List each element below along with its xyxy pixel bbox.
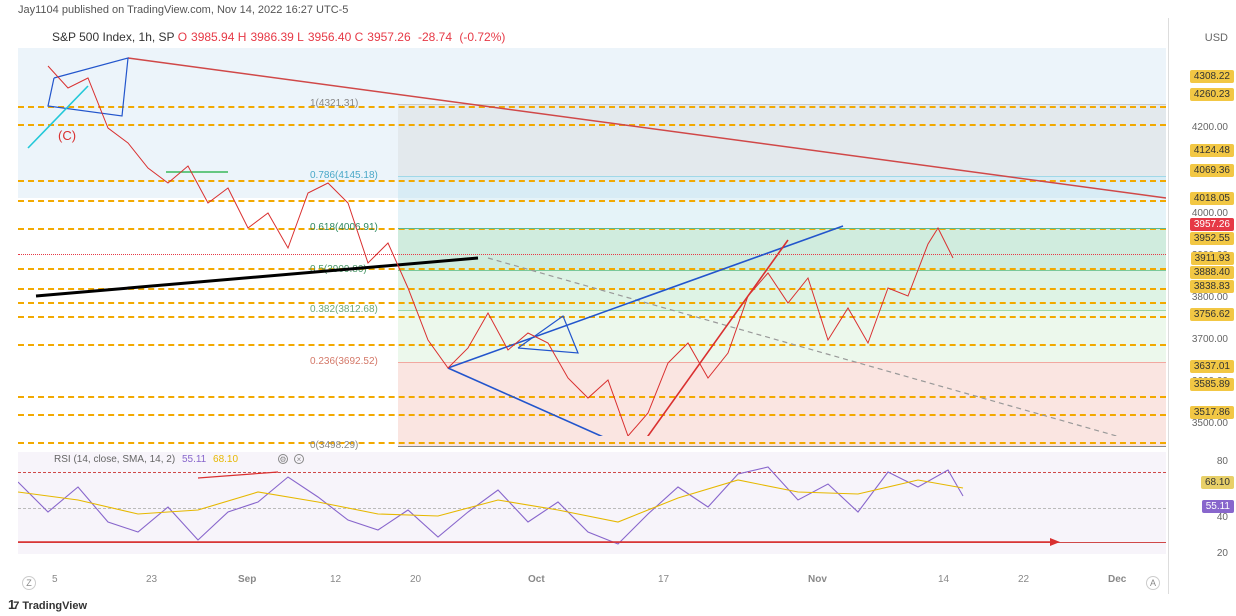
publish-header: Jay1104 published on TradingView.com, No… bbox=[18, 4, 348, 16]
price-tag: 4260.23 bbox=[1190, 88, 1234, 101]
price-tag: 3838.83 bbox=[1190, 280, 1234, 293]
price-tag: 3517.86 bbox=[1190, 406, 1234, 419]
tradingview-logo[interactable]: 17 TradingView bbox=[8, 597, 87, 612]
price-tag: 4018.05 bbox=[1190, 192, 1234, 205]
price-tag: 3952.55 bbox=[1190, 232, 1234, 245]
price-tag: 4069.36 bbox=[1190, 164, 1234, 177]
rsi-tick: 40 bbox=[1217, 512, 1228, 523]
low: 3956.40 bbox=[308, 30, 351, 44]
overlay-svg bbox=[18, 48, 1166, 436]
x-tick: 14 bbox=[938, 574, 949, 585]
fib-line bbox=[398, 446, 1166, 447]
zoom-out[interactable]: Z bbox=[22, 576, 36, 590]
rsi-tick: 80 bbox=[1217, 456, 1228, 467]
x-axis[interactable]: 5 23 Sep 12 20 Oct 17 Nov 14 22 Dec bbox=[18, 574, 1166, 592]
author: Jay1104 bbox=[18, 4, 59, 16]
close: 3957.26 bbox=[367, 30, 410, 44]
x-tick: 12 bbox=[330, 574, 341, 585]
main-chart[interactable]: 1(4321.31)0.786(4145.18)0.618(4006.91)0.… bbox=[18, 48, 1166, 436]
y-tick: 4200.00 bbox=[1192, 122, 1228, 133]
rsi-tick: 20 bbox=[1217, 548, 1228, 559]
price-tag: 3756.62 bbox=[1190, 308, 1234, 321]
price-tag: 3888.40 bbox=[1190, 266, 1234, 279]
rsi-panel[interactable]: RSI (14, close, SMA, 14, 2) 55.11 68.10 … bbox=[18, 452, 1166, 554]
y-tick: 3700.00 bbox=[1192, 334, 1228, 345]
x-tick: Nov bbox=[808, 574, 827, 585]
y-tick: 3500.00 bbox=[1192, 418, 1228, 429]
publish-text: published on TradingView.com, Nov 14, 20… bbox=[62, 4, 349, 16]
x-tick: 5 bbox=[52, 574, 58, 585]
exchange: SP bbox=[159, 30, 175, 44]
x-tick: 23 bbox=[146, 574, 157, 585]
x-tick: 17 bbox=[658, 574, 669, 585]
interval[interactable]: 1h bbox=[139, 30, 152, 44]
symbol-bar: S&P 500 Index, 1h, SP O3985.94 H3986.39 … bbox=[52, 30, 505, 44]
price-tag: 3585.89 bbox=[1190, 378, 1234, 391]
price-tag: 4124.48 bbox=[1190, 144, 1234, 157]
x-tick: 20 bbox=[410, 574, 421, 585]
price-tag: 3957.26 bbox=[1190, 218, 1234, 231]
wave-c-label: (C) bbox=[58, 128, 76, 143]
x-tick: 22 bbox=[1018, 574, 1029, 585]
y-unit: USD bbox=[1205, 32, 1228, 44]
price-tag: 4308.22 bbox=[1190, 70, 1234, 83]
x-tick: Dec bbox=[1108, 574, 1126, 585]
fib-label: 0(3498.29) bbox=[310, 440, 358, 451]
rsi-svg bbox=[18, 452, 1166, 554]
change: -28.74 bbox=[418, 30, 452, 44]
x-tick: Sep bbox=[238, 574, 256, 585]
rsi-tag: 55.11 bbox=[1202, 500, 1234, 513]
high: 3986.39 bbox=[250, 30, 293, 44]
change-pct: (-0.72%) bbox=[459, 30, 505, 44]
zoom-in[interactable]: A bbox=[1146, 576, 1160, 590]
rsi-tag: 68.10 bbox=[1201, 476, 1234, 489]
open: 3985.94 bbox=[191, 30, 234, 44]
price-tag: 3911.93 bbox=[1191, 252, 1234, 265]
symbol-name[interactable]: S&P 500 Index bbox=[52, 30, 132, 44]
price-tag: 3637.01 bbox=[1190, 360, 1234, 373]
y-axis: USD 4200.004100.004000.003900.003800.003… bbox=[1168, 18, 1236, 594]
horizontal-level bbox=[18, 442, 1166, 444]
x-tick: Oct bbox=[528, 574, 545, 585]
y-tick: 3800.00 bbox=[1192, 292, 1228, 303]
